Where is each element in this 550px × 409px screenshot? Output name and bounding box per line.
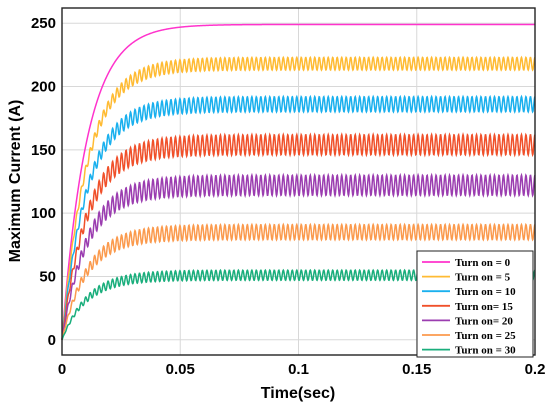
y-tick-label: 100: [31, 205, 56, 222]
legend-entry-3: Turn on= 15: [455, 301, 513, 313]
plot-frame: [61, 7, 536, 356]
x-tick-label: 0.1: [288, 361, 309, 378]
y-tick-label: 250: [31, 15, 56, 32]
legend-entry-6: Turn on = 30: [455, 345, 516, 357]
series-lines: [61, 23, 536, 341]
y-axis-label: Maximum Current (A): [7, 100, 24, 263]
y-tick-labels: 0 50 100 150 200 250: [31, 15, 56, 349]
y-tick-label: 150: [31, 142, 56, 159]
legend-entry-1: Turn on = 5: [455, 272, 511, 284]
x-tick-label: 0: [58, 361, 66, 378]
legend-entry-2: Turn on = 10: [455, 286, 516, 298]
series-line-0: [61, 23, 535, 340]
legend-box: [416, 250, 534, 358]
legend-entry-4: Turn on= 20: [455, 315, 513, 327]
x-tick-labels: 0 0.05 0.1 0.15 0.2: [58, 361, 546, 378]
series-line-4: [61, 172, 536, 340]
legend-entry-0: Turn on = 0: [455, 257, 511, 269]
legend: Turn on = 0 Turn on = 5 Turn on = 10 Turn o…: [416, 250, 534, 358]
series-line-3: [61, 132, 536, 340]
x-tick-label: 0.15: [402, 361, 431, 378]
series-line-1: [61, 55, 536, 340]
legend-entry-5: Turn on = 25: [455, 330, 516, 342]
series-line-5: [61, 222, 536, 340]
y-tick-label: 0: [48, 332, 56, 349]
x-tick-label: 0.05: [166, 361, 195, 378]
series-line-2: [61, 94, 536, 340]
y-tick-label: 200: [31, 79, 56, 96]
x-axis-label: Time(sec): [261, 385, 335, 402]
y-tick-label: 50: [39, 268, 56, 285]
x-tick-label: 0.2: [525, 361, 546, 378]
